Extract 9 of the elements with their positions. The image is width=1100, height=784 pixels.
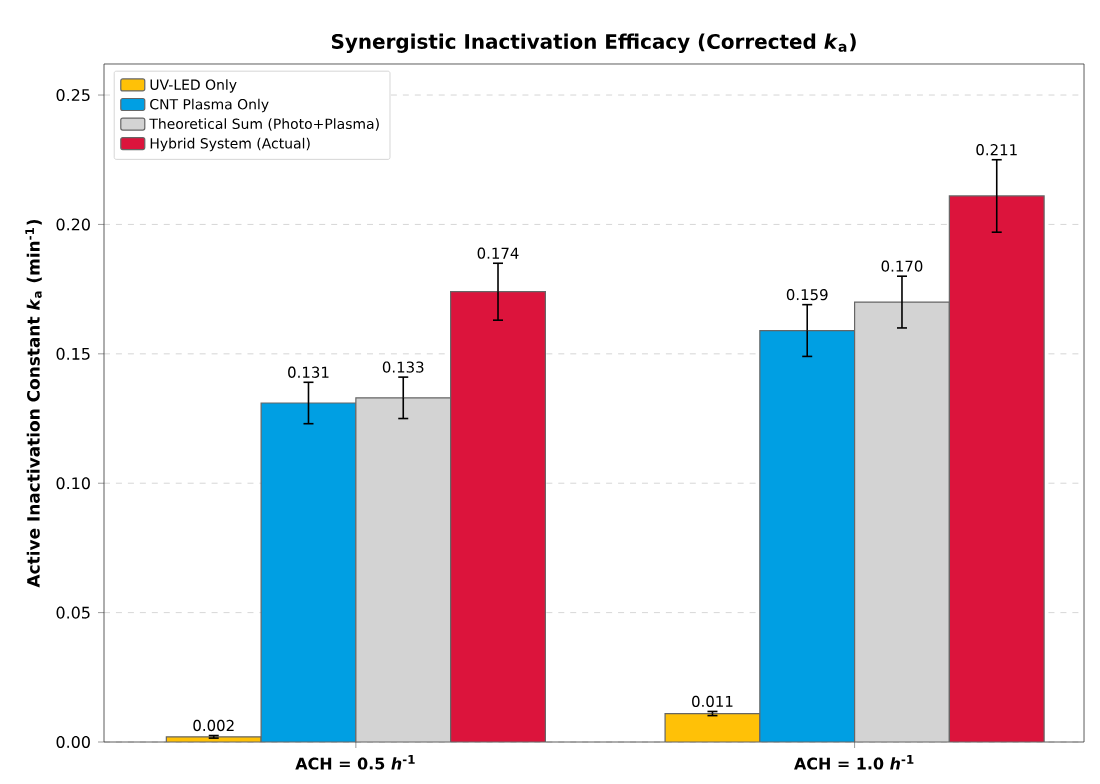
bar (664, 712, 761, 742)
y-axis-title: Active Inactivation Constant k$_{a}$ (min$^{-1}$) (25, 219, 42, 588)
bar (450, 291, 546, 742)
bar (260, 402, 357, 742)
bar (948, 195, 1045, 742)
bar (759, 329, 856, 742)
bar (854, 301, 950, 742)
bar (355, 397, 452, 742)
chart-title: Synergistic Inactivation Efficacy (Corrected k$_{a}$) (331, 33, 856, 53)
